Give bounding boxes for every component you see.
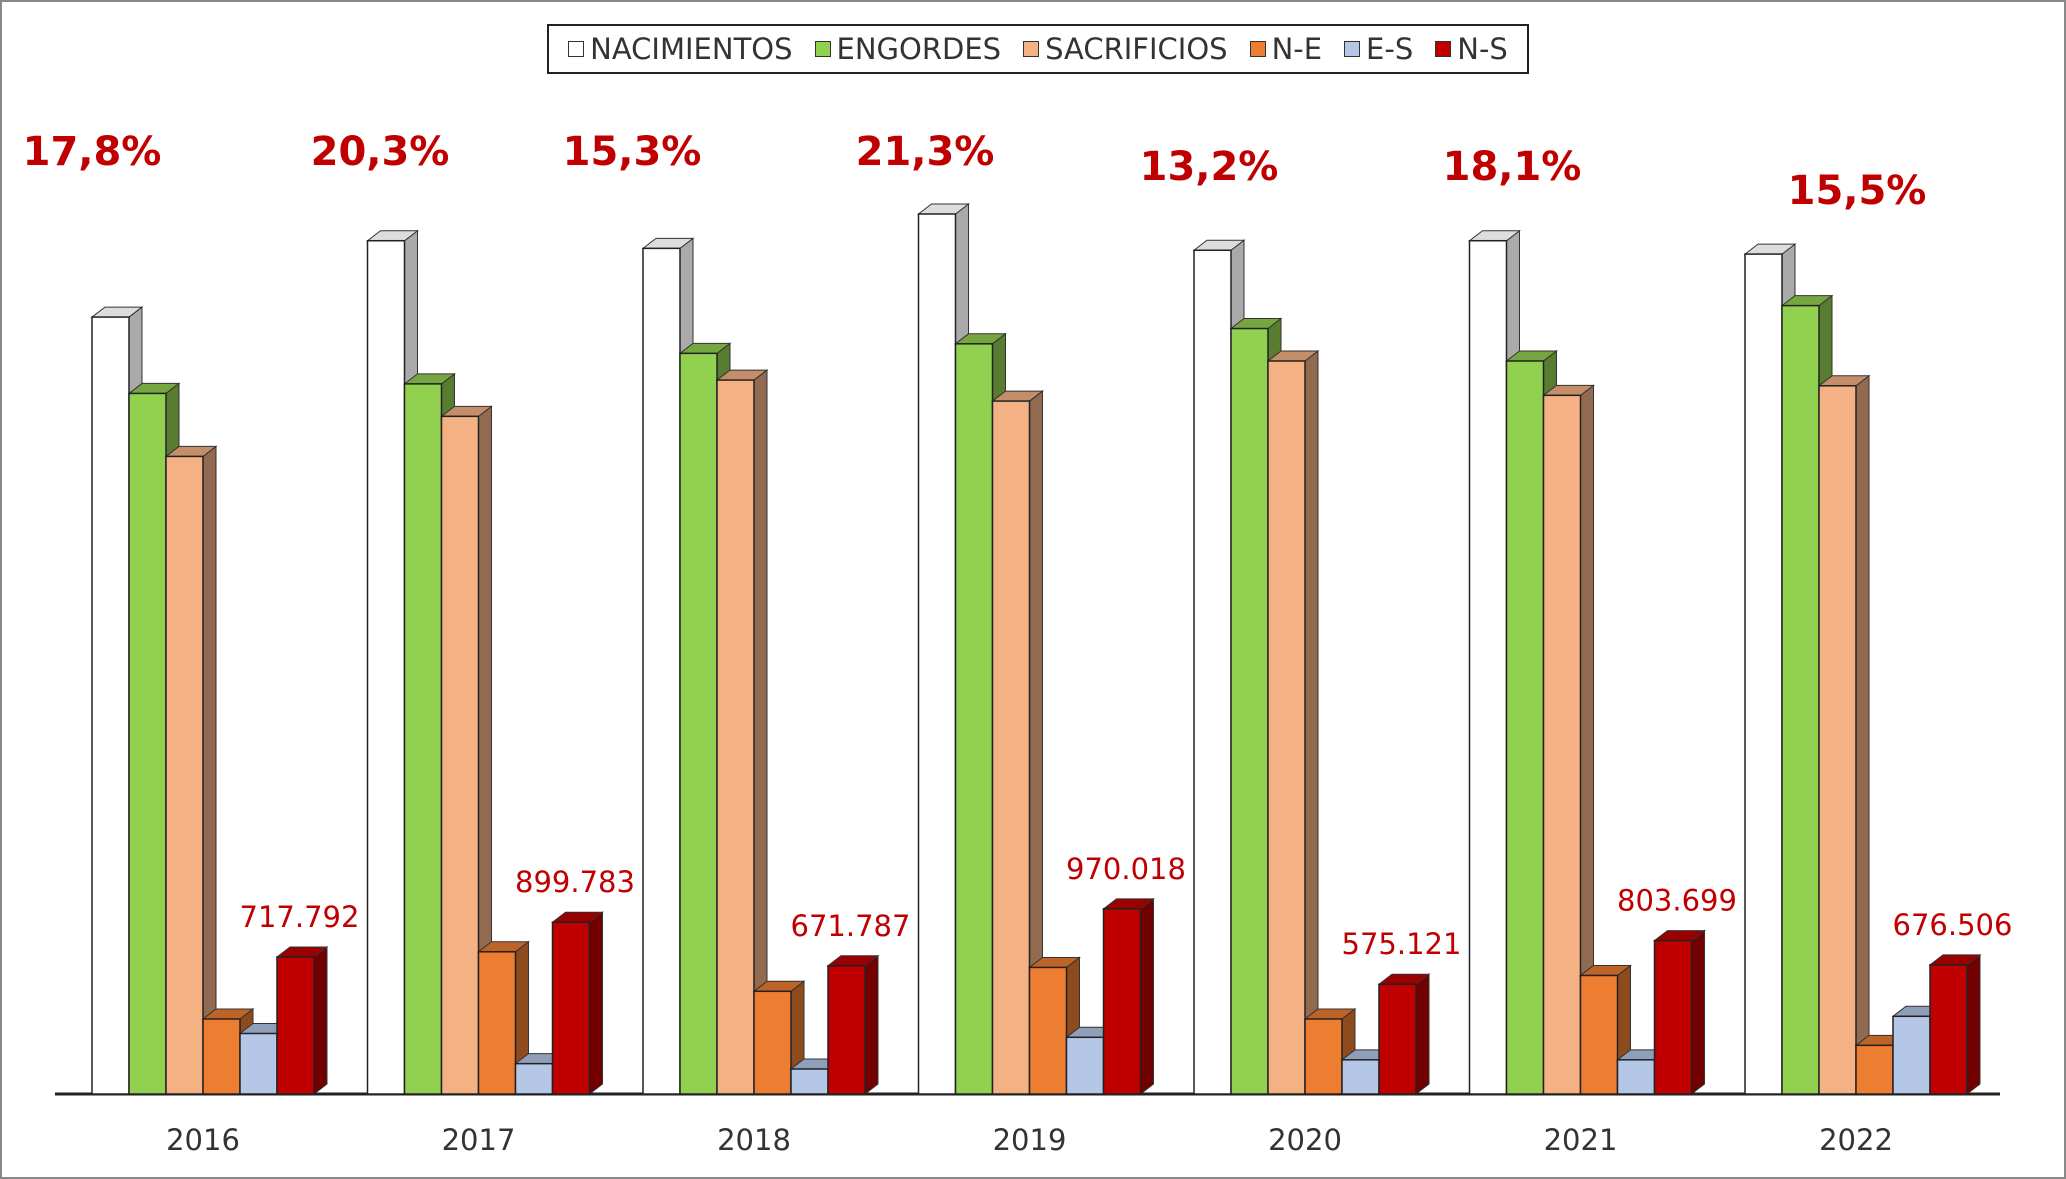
bar (1653, 939, 1693, 1095)
bar (477, 951, 517, 1095)
bar (1744, 253, 1783, 1095)
bar (1230, 327, 1269, 1095)
x-tick-label: 2016 (166, 1123, 240, 1157)
value-label: 899.783 (515, 865, 635, 899)
bar-side (313, 945, 328, 1096)
annotation: 15,3% (563, 129, 702, 175)
bar (551, 921, 591, 1095)
bar (128, 392, 167, 1095)
legend-item: NACIMIENTOS (568, 32, 793, 66)
x-tick-label: 2018 (717, 1123, 791, 1157)
bar-side (1855, 374, 1870, 1096)
legend-item: SACRIFICIOS (1023, 32, 1228, 66)
x-tick-label: 2022 (1819, 1123, 1893, 1157)
bar (679, 352, 718, 1095)
value-label: 970.018 (1066, 852, 1186, 886)
legend-swatch (1344, 41, 1361, 57)
bar-side (1691, 929, 1705, 1096)
bar (991, 400, 1031, 1095)
x-tick-label: 2020 (1268, 1123, 1342, 1157)
bar-side (202, 445, 217, 1096)
bar (1304, 1018, 1343, 1095)
bar (1378, 983, 1417, 1095)
legend-swatch (1435, 41, 1452, 57)
x-tick-label: 2019 (993, 1123, 1067, 1157)
bar (1193, 249, 1232, 1095)
value-label: 676.506 (1893, 908, 2013, 942)
bar (366, 239, 406, 1095)
bar (1855, 1044, 1894, 1095)
bar (1892, 1015, 1931, 1095)
bar (827, 965, 866, 1095)
bar (1028, 966, 1068, 1095)
annotation: 15,5% (1788, 168, 1927, 214)
legend-label: N-S (1457, 32, 1508, 66)
bar (1468, 239, 1508, 1095)
bar (202, 1018, 241, 1095)
bar-side (589, 911, 603, 1096)
bar (1579, 974, 1619, 1095)
annotation: 21,3% (856, 129, 995, 175)
legend-item: N-S (1435, 32, 1508, 66)
bar (790, 1068, 829, 1095)
annotation: 13,2% (1140, 144, 1279, 190)
bar-side (1966, 953, 1981, 1096)
bar (1542, 394, 1582, 1095)
bar (642, 247, 681, 1095)
bar (1065, 1036, 1105, 1095)
bar (276, 956, 315, 1095)
legend-swatch (568, 41, 585, 57)
bar (91, 316, 130, 1095)
bar (716, 379, 755, 1095)
bar (1505, 360, 1545, 1095)
legend-swatch (814, 41, 831, 57)
bar (514, 1062, 554, 1095)
x-tick-label: 2021 (1544, 1123, 1618, 1157)
legend: NACIMIENTOS ENGORDES SACRIFICIOS N-E E-S N-S (547, 24, 1529, 74)
value-label: 575.121 (1342, 927, 1462, 961)
annotation: 17,8% (23, 129, 162, 175)
legend-label: N-E (1271, 32, 1323, 66)
bar (1341, 1059, 1380, 1095)
bar (917, 213, 957, 1095)
annotation: 18,1% (1443, 144, 1582, 190)
legend-label: SACRIFICIOS (1045, 32, 1228, 66)
bar (753, 990, 792, 1095)
legend-item: E-S (1344, 32, 1413, 66)
legend-label: E-S (1366, 32, 1414, 66)
bar-side (864, 954, 879, 1096)
bar (403, 383, 443, 1095)
bar (954, 343, 994, 1095)
bar (1267, 360, 1306, 1095)
annotation: 20,3% (311, 129, 450, 175)
bar (1616, 1059, 1656, 1095)
legend-item: N-E (1249, 32, 1323, 66)
bar-side (1140, 897, 1154, 1096)
bar (1102, 908, 1142, 1095)
legend-swatch (1023, 41, 1040, 57)
legend-label: ENGORDES (836, 32, 1002, 66)
bar (440, 415, 480, 1095)
bar (1781, 304, 1820, 1095)
bar-side (1415, 973, 1430, 1096)
bar (1818, 385, 1857, 1095)
bar (1929, 964, 1968, 1095)
bar (239, 1032, 278, 1095)
legend-swatch (1249, 41, 1266, 57)
x-tick-label: 2017 (442, 1123, 516, 1157)
legend-item: ENGORDES (814, 32, 1002, 66)
legend-label: NACIMIENTOS (590, 32, 793, 66)
value-label: 717.792 (240, 900, 360, 934)
value-label: 671.787 (791, 909, 911, 943)
bar-side (1304, 349, 1319, 1096)
bar (165, 455, 204, 1095)
value-label: 803.699 (1617, 884, 1737, 918)
